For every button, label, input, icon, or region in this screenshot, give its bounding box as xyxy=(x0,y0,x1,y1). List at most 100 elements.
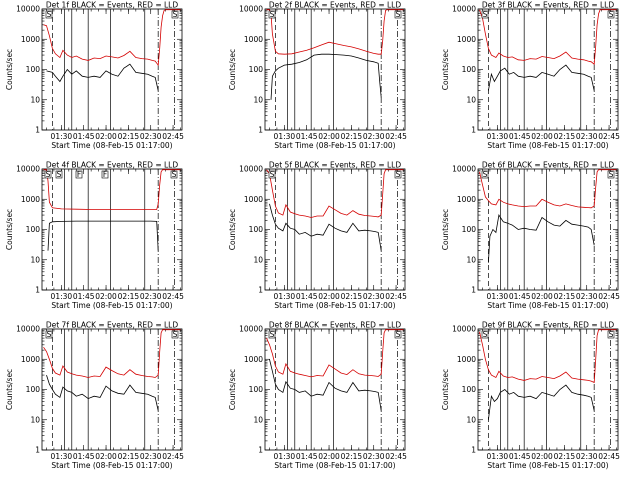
event-marker-label: S xyxy=(270,10,275,19)
x-tick-label: 01:30 xyxy=(487,292,509,301)
event-marker-label: F xyxy=(103,170,107,179)
y-tick-label: 100 xyxy=(462,225,477,234)
y-axis-label: Counts/sec xyxy=(5,209,14,250)
y-tick-label: 1 xyxy=(471,126,476,135)
x-tick-label: 02:45 xyxy=(162,132,184,141)
y-axis-label: Counts/sec xyxy=(228,49,237,90)
chart-title: Det 7f BLACK = Events, RED = LLD xyxy=(46,321,179,330)
x-axis-label: Start Time (08-Feb-15 01:17:00) xyxy=(487,141,608,150)
x-tick-label: 02:15 xyxy=(118,132,140,141)
x-tick-label: 02:30 xyxy=(576,132,598,141)
y-tick-label: 100 xyxy=(26,225,41,234)
event-marker-box xyxy=(607,10,615,19)
y-tick-label: 1 xyxy=(258,446,263,455)
y-tick-label: 10 xyxy=(30,255,40,264)
y-axis-label: Counts/sec xyxy=(441,369,450,410)
y-tick-label: 10 xyxy=(30,415,40,424)
event-marker-label: S xyxy=(46,170,51,179)
y-tick-label: 1 xyxy=(471,446,476,455)
x-tick-label: 02:15 xyxy=(554,452,576,461)
x-tick-label: 02:15 xyxy=(118,292,140,301)
plot-frame xyxy=(477,168,619,291)
chart-title: Det 4f BLACK = Events, RED = LLD xyxy=(46,161,179,170)
event-marker-box xyxy=(394,10,402,19)
x-tick-label: 02:15 xyxy=(554,292,576,301)
x-tick-label: 02:30 xyxy=(576,292,598,301)
x-tick-label: 02:15 xyxy=(341,292,363,301)
x-tick-label: 01:45 xyxy=(296,292,318,301)
chart-title: Det 3f BLACK = Events, RED = LLD xyxy=(482,1,615,10)
y-tick-label: 1 xyxy=(258,126,263,135)
event-marker: S xyxy=(481,330,489,339)
event-marker: S xyxy=(268,10,276,19)
event-marker: S xyxy=(171,330,179,339)
events-series-line xyxy=(46,374,159,411)
y-tick-label: 1 xyxy=(258,286,263,295)
detector-panel-9: Det 9f BLACK = Events, RED = LLD Counts/s… xyxy=(441,321,620,471)
y-tick-label: 10000 xyxy=(452,5,476,14)
event-marker-box xyxy=(101,170,109,179)
chart-title: Det 5f BLACK = Events, RED = LLD xyxy=(269,161,402,170)
event-marker-box xyxy=(481,170,489,179)
event-marker: S xyxy=(45,330,53,339)
y-tick-label: 100 xyxy=(26,65,41,74)
x-tick-label: 02:45 xyxy=(385,132,407,141)
events-series-line xyxy=(47,220,159,251)
event-marker: S xyxy=(394,330,402,339)
x-tick-label: 02:15 xyxy=(118,452,140,461)
x-tick-label: 02:15 xyxy=(554,132,576,141)
x-axis-label: Start Time (08-Feb-15 01:17:00) xyxy=(487,461,608,470)
x-axis-label: Start Time (08-Feb-15 01:17:00) xyxy=(274,141,395,150)
event-marker-box xyxy=(45,330,53,339)
chart-title: Det 6f BLACK = Events, RED = LLD xyxy=(482,161,615,170)
lld-series-line xyxy=(266,329,404,378)
event-marker-box xyxy=(607,170,615,179)
x-axis-label: Start Time (08-Feb-15 01:17:00) xyxy=(274,301,395,310)
events-series-line xyxy=(269,203,382,251)
y-tick-label: 100 xyxy=(249,65,264,74)
x-tick-label: 02:00 xyxy=(531,132,553,141)
lld-series-line xyxy=(266,9,404,55)
event-marker: S xyxy=(268,170,276,179)
x-tick-label: 02:30 xyxy=(576,452,598,461)
y-tick-label: 1000 xyxy=(21,355,40,364)
x-tick-label: 01:30 xyxy=(274,292,296,301)
x-tick-label: 01:45 xyxy=(509,132,531,141)
x-tick-label: 02:30 xyxy=(363,132,385,141)
x-tick-label: 02:00 xyxy=(95,452,117,461)
y-tick-label: 10000 xyxy=(239,165,263,174)
x-tick-label: 02:30 xyxy=(363,452,385,461)
x-tick-label: 01:30 xyxy=(51,132,73,141)
y-tick-label: 100 xyxy=(249,385,264,394)
x-tick-label: 01:45 xyxy=(509,452,531,461)
detector-panel-6: Det 6f BLACK = Events, RED = LLD Counts/s… xyxy=(441,161,620,311)
event-marker-label: S xyxy=(483,10,488,19)
event-marker-label: S xyxy=(396,330,401,339)
chart-title: Det 8f BLACK = Events, RED = LLD xyxy=(269,321,402,330)
x-tick-label: 01:30 xyxy=(487,452,509,461)
x-tick-label: 02:30 xyxy=(140,292,162,301)
event-marker: F xyxy=(75,170,83,179)
y-tick-label: 100 xyxy=(462,65,477,74)
y-tick-label: 10000 xyxy=(16,325,40,334)
y-tick-label: 100 xyxy=(26,385,41,394)
event-marker: S xyxy=(171,10,179,19)
y-tick-label: 1000 xyxy=(457,35,476,44)
x-tick-label: 02:45 xyxy=(598,452,620,461)
detector-panel-7: Det 7f BLACK = Events, RED = LLD Counts/s… xyxy=(5,321,184,471)
event-marker-box xyxy=(170,170,178,179)
event-marker-box xyxy=(55,170,63,179)
y-tick-label: 1000 xyxy=(244,35,263,44)
y-tick-label: 100 xyxy=(249,225,264,234)
y-axis-label: Counts/sec xyxy=(5,369,14,410)
y-tick-label: 1000 xyxy=(244,195,263,204)
x-tick-label: 01:30 xyxy=(274,132,296,141)
x-axis-label: Start Time (08-Feb-15 01:17:00) xyxy=(51,461,172,470)
y-axis-label: Counts/sec xyxy=(228,209,237,250)
event-marker: S xyxy=(481,170,489,179)
y-tick-label: 1000 xyxy=(457,195,476,204)
y-axis-label: Counts/sec xyxy=(441,49,450,90)
y-tick-label: 1 xyxy=(35,286,40,295)
lld-series-line xyxy=(266,169,404,218)
y-tick-label: 10 xyxy=(253,255,263,264)
